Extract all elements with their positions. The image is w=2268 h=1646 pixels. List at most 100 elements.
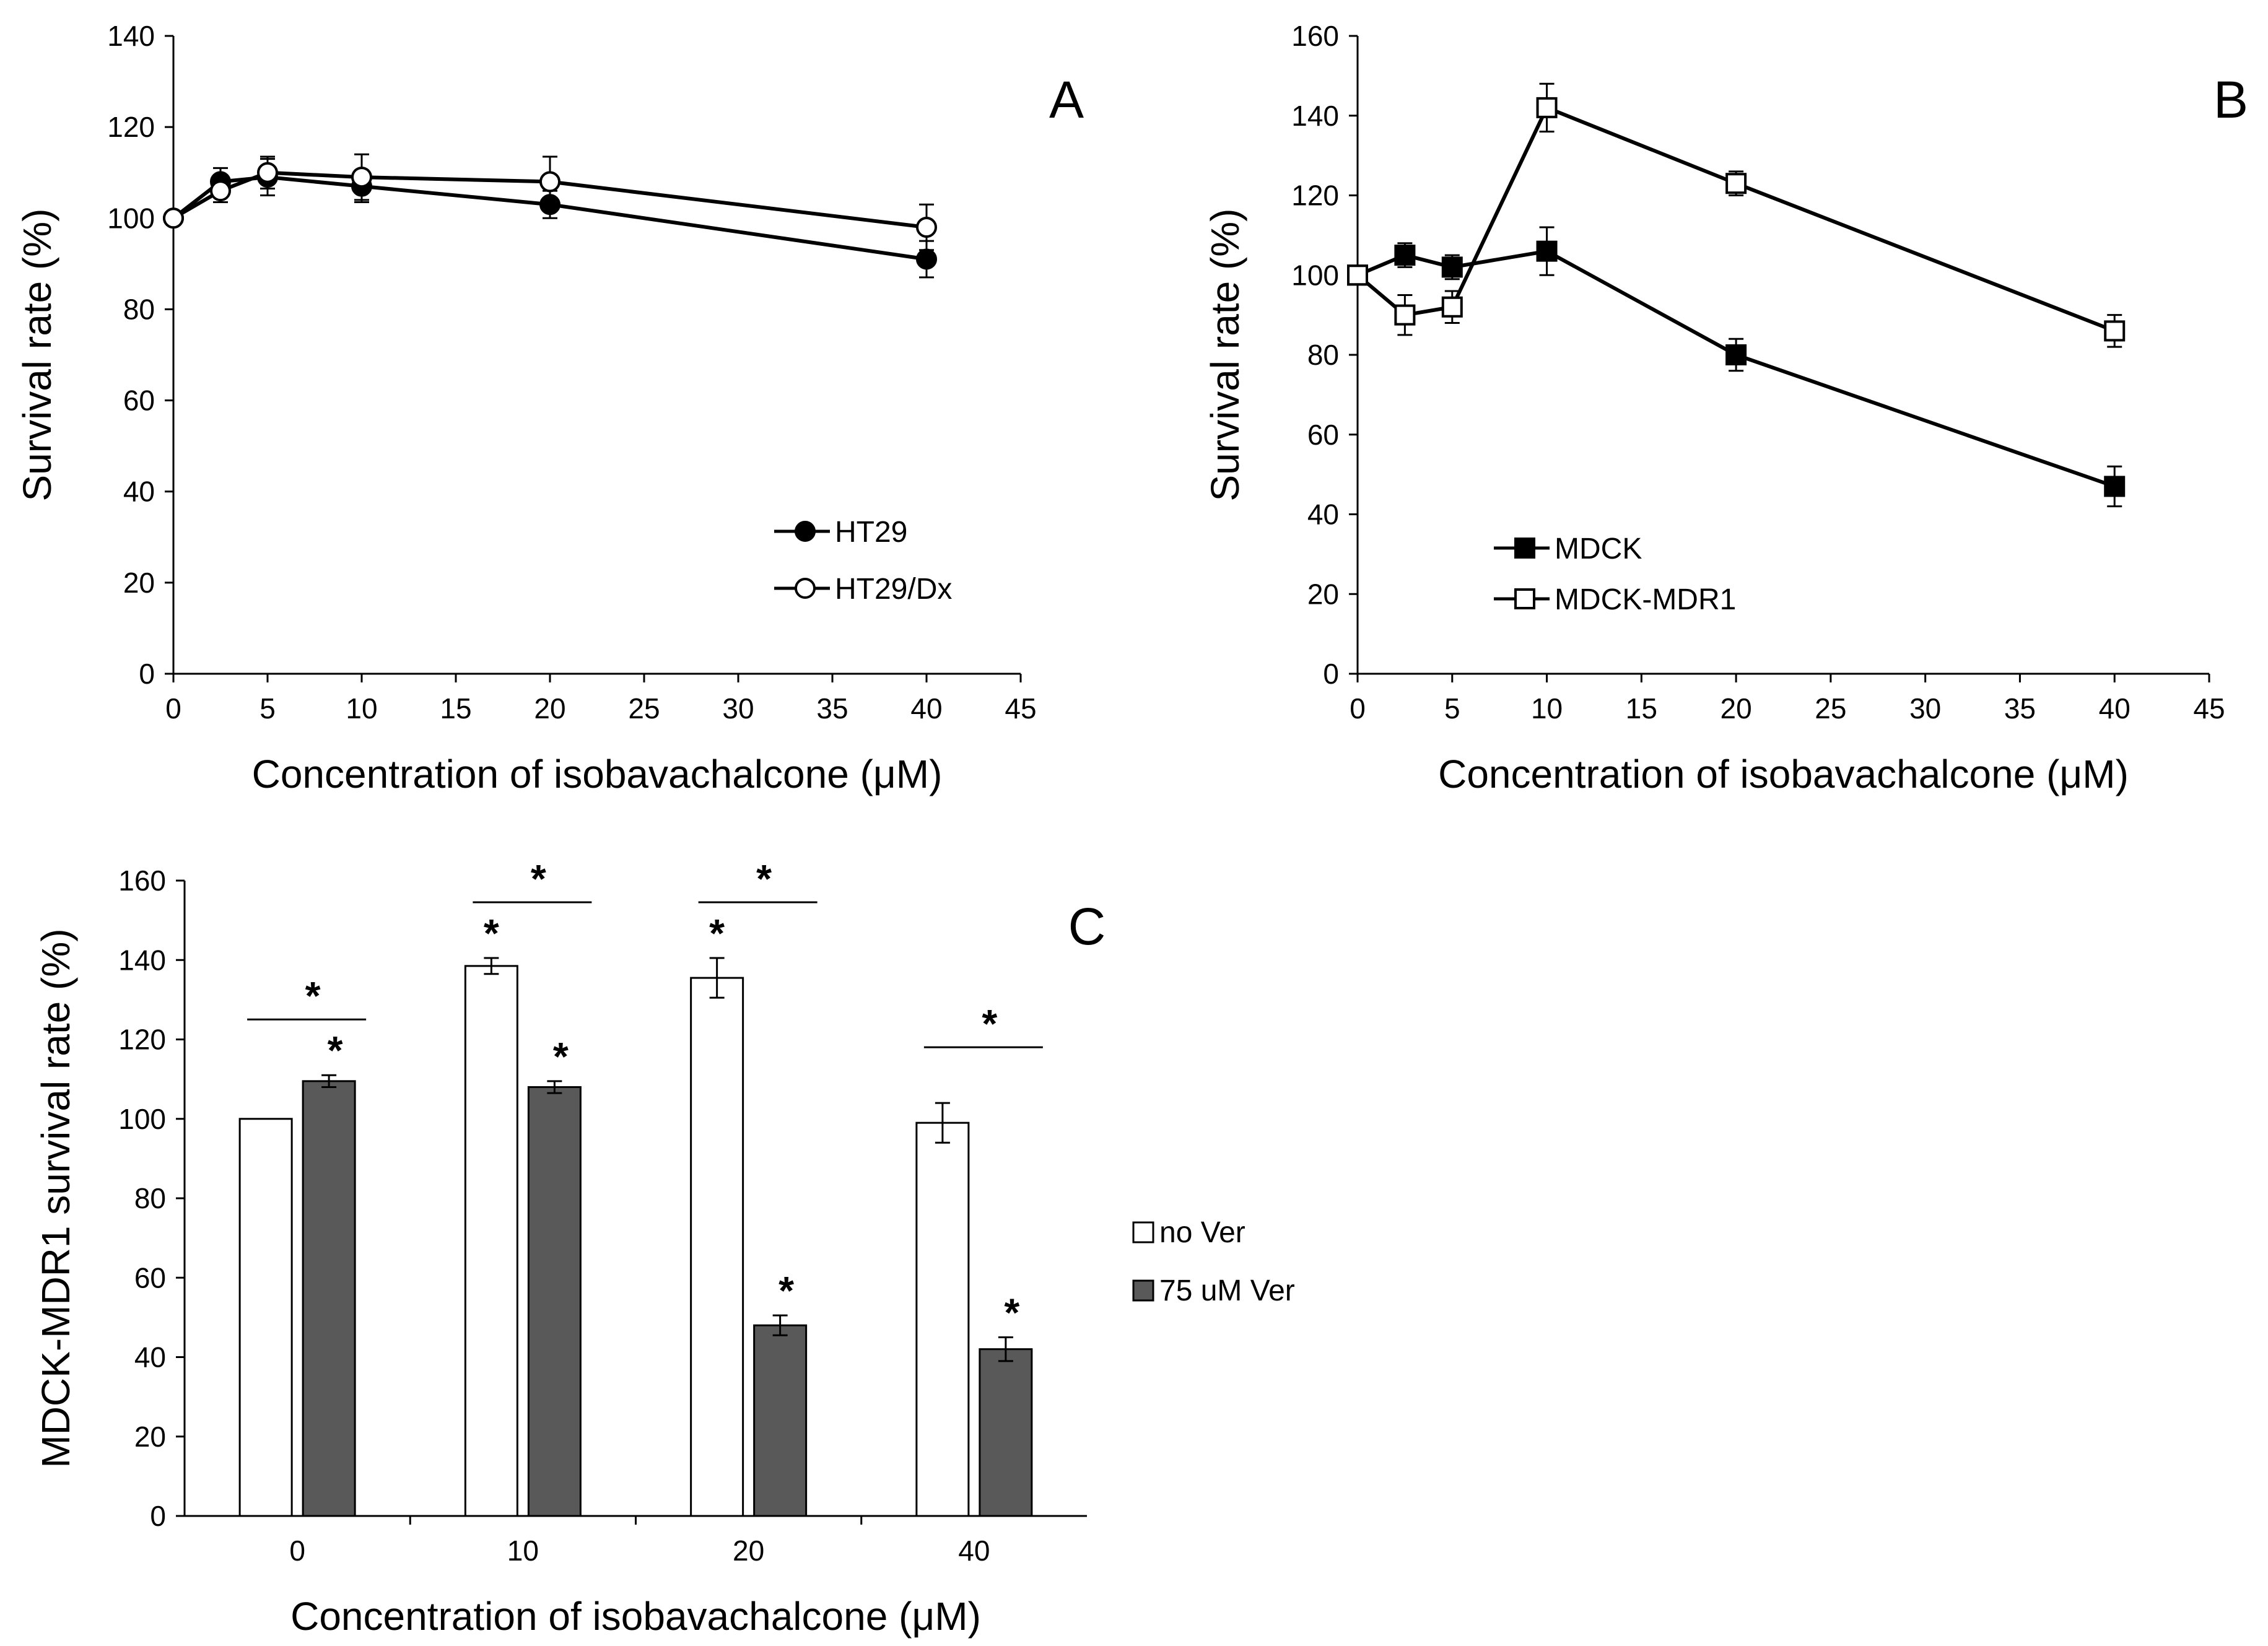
y-tick-label: 60 [1307, 419, 1339, 451]
y-tick-label: 80 [134, 1182, 166, 1214]
y-axis-title: Survival rate (%) [15, 209, 59, 502]
data-point [1536, 97, 1558, 118]
significance-star: * [1004, 1290, 1019, 1335]
x-axis-title: Concentration of isobavachalcone (μM) [1438, 752, 2129, 796]
x-tick-label: 0 [289, 1535, 305, 1567]
panel-letter: A [1049, 71, 1084, 129]
x-tick-label: 20 [534, 692, 565, 725]
y-axis-title: MDCK-MDR1 survival rate (%) [33, 928, 78, 1468]
legend-label: MDCK-MDR1 [1555, 583, 1736, 616]
x-axis-title: Concentration of isobavachalcone (μM) [252, 752, 943, 796]
data-point [1441, 296, 1463, 318]
x-tick-label: 5 [1444, 692, 1460, 725]
x-tick-label: 40 [2099, 692, 2131, 725]
bar-0 [690, 977, 744, 1517]
y-tick-label: 100 [118, 1103, 166, 1135]
y-tick-label: 160 [118, 864, 166, 897]
data-point [210, 180, 231, 202]
x-tick-label: 30 [722, 692, 754, 725]
x-tick-label: 0 [1350, 692, 1366, 725]
y-tick-label: 140 [107, 20, 155, 52]
significance-star: * [709, 911, 725, 956]
bar-1 [527, 1086, 582, 1517]
significance-star: * [756, 856, 772, 901]
data-point [539, 171, 560, 193]
significance-star: * [531, 856, 546, 901]
data-point [1394, 245, 1416, 266]
legend-label: MDCK [1555, 533, 1642, 565]
y-tick-label: 60 [123, 385, 155, 417]
y-tick-label: 80 [123, 293, 155, 325]
y-tick-label: 140 [1291, 100, 1339, 132]
x-tick-label: 10 [507, 1535, 539, 1567]
legend-marker [795, 521, 816, 542]
data-point [916, 217, 937, 238]
panel-letter: B [2213, 71, 2248, 129]
bar-1 [302, 1080, 356, 1517]
legend-label: HT29 [835, 516, 907, 549]
bar-0 [464, 965, 518, 1517]
y-tick-label: 20 [1307, 578, 1339, 610]
data-point [1394, 304, 1416, 326]
x-tick-label: 45 [2193, 692, 2225, 725]
x-tick-label: 10 [346, 692, 377, 725]
bar-0 [238, 1118, 293, 1517]
panel-c-bar-chart: 0204060801001201401600**10***20***40**Co… [33, 856, 1295, 1639]
legend-label: 75 uM Ver [1159, 1274, 1295, 1307]
x-tick-label: 20 [733, 1535, 764, 1567]
legend-swatch [1132, 1221, 1154, 1243]
significance-star: * [328, 1028, 343, 1073]
y-tick-label: 100 [1291, 259, 1339, 291]
legend-marker [1514, 588, 1535, 609]
x-tick-label: 15 [440, 692, 471, 725]
data-point [1725, 173, 1747, 194]
significance-star: * [982, 1001, 997, 1046]
legend-label: HT29/Dx [835, 573, 952, 606]
x-tick-label: 40 [958, 1535, 990, 1567]
y-tick-label: 140 [118, 944, 166, 976]
x-tick-label: 25 [1815, 692, 1846, 725]
data-point [2104, 476, 2126, 497]
data-point [1536, 240, 1558, 262]
y-axis-title: Survival rate (%) [1203, 209, 1247, 502]
y-tick-label: 80 [1307, 339, 1339, 371]
x-tick-label: 5 [260, 692, 276, 725]
y-tick-label: 20 [134, 1421, 166, 1453]
y-tick-label: 40 [123, 476, 155, 508]
panel-b-line-chart: 0 20 40 60 80 100 120 140 160 0 5 10 15 20 25 30 35 40 45 C… [1203, 20, 2248, 796]
legend-marker [795, 578, 816, 599]
legend-marker [1514, 538, 1535, 559]
x-tick-label: 10 [1531, 692, 1563, 725]
x-tick-label: 40 [910, 692, 942, 725]
significance-star: * [484, 911, 499, 956]
data-point [1347, 264, 1368, 286]
y-tick-label: 20 [123, 567, 155, 599]
x-tick-label: 35 [2004, 692, 2036, 725]
x-tick-label: 30 [1909, 692, 1941, 725]
significance-star: * [305, 973, 321, 1018]
x-tick-label: 0 [165, 692, 181, 725]
data-point [916, 248, 937, 270]
x-tick-label: 45 [1005, 692, 1036, 725]
y-tick-label: 0 [1323, 658, 1339, 690]
y-tick-label: 60 [134, 1261, 166, 1294]
legend-swatch [1132, 1279, 1154, 1302]
data-point [1441, 256, 1463, 278]
x-tick-label: 35 [816, 692, 848, 725]
y-tick-label: 40 [1307, 499, 1339, 531]
panel-a-line-chart: 0 20 40 60 80 100 120 140 0 5 10 15 20 25 30 35 40 45 Conc… [15, 20, 1084, 796]
y-tick-label: 120 [1291, 180, 1339, 212]
panel-letter: C [1068, 897, 1106, 956]
legend-label: no Ver [1159, 1216, 1245, 1249]
bar-0 [915, 1121, 970, 1517]
significance-star: * [779, 1268, 794, 1313]
x-tick-label: 20 [1721, 692, 1752, 725]
series-line-1 [1356, 105, 2116, 333]
data-point [1725, 344, 1747, 365]
x-tick-label: 25 [628, 692, 660, 725]
significance-star: * [553, 1034, 569, 1079]
y-tick-label: 0 [139, 658, 155, 690]
x-tick-label: 15 [1626, 692, 1657, 725]
data-point [2104, 320, 2126, 342]
